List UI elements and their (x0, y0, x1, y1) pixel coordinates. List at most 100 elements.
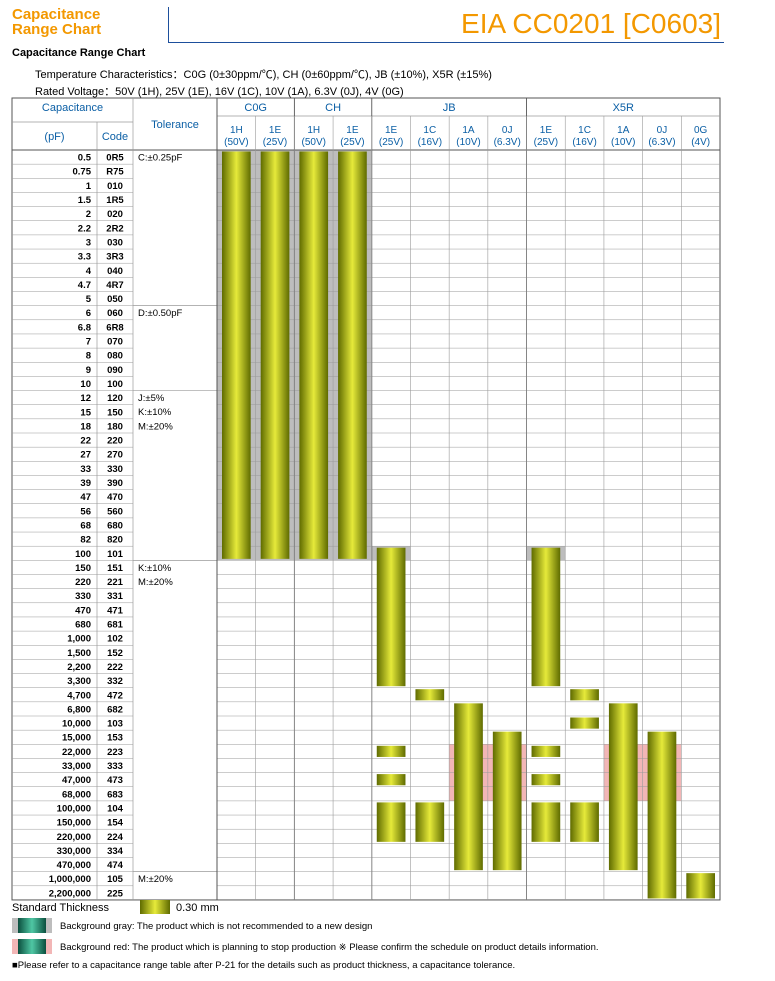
row-pf: 27 (80, 450, 91, 461)
row-pf: 4.7 (78, 280, 91, 291)
row-code: 070 (107, 337, 123, 348)
row-code: 050 (107, 294, 123, 305)
row-code: 223 (107, 747, 123, 758)
row-pf: 68 (80, 520, 91, 531)
row-pf: 1,000,000 (49, 874, 91, 885)
capacitance-bar (570, 717, 599, 729)
row-code: 220 (107, 436, 123, 447)
row-pf: 10 (80, 379, 91, 390)
column-code-header: 1E (346, 125, 359, 136)
column-voltage-header: (6.3V) (648, 137, 675, 148)
row-pf: 12 (80, 393, 91, 404)
legend-red-swatch-bar (18, 939, 46, 954)
row-code: 120 (107, 393, 123, 404)
column-code-header: 0G (694, 125, 708, 136)
row-code: 682 (107, 704, 123, 715)
row-pf: 56 (80, 506, 91, 517)
tolerance-text: C:±0.25pF (138, 153, 182, 164)
row-code: 103 (107, 719, 123, 730)
capacitance-bar (686, 873, 715, 899)
row-code: 1R5 (106, 195, 124, 206)
row-pf: 4,700 (67, 690, 91, 701)
column-code-header: 1E (269, 125, 282, 136)
row-code: 020 (107, 209, 123, 220)
group-header: CH (325, 102, 341, 114)
column-code-header: 1E (385, 125, 398, 136)
row-pf: 5 (86, 294, 92, 305)
row-code: 681 (107, 620, 124, 631)
column-voltage-header: (6.3V) (494, 137, 521, 148)
column-code-header: 1A (462, 125, 475, 136)
row-code: 2R2 (106, 223, 123, 234)
row-pf: 15 (80, 407, 91, 418)
row-code: 152 (107, 648, 123, 659)
row-code: 683 (107, 789, 123, 800)
row-code: 040 (107, 266, 123, 277)
capacitance-bar (570, 689, 599, 701)
column-voltage-header: (25V) (379, 137, 403, 148)
capacitance-bar (531, 802, 561, 842)
capacitance-bar (531, 774, 561, 786)
row-pf: 3,300 (67, 676, 91, 687)
capacitance-bar (376, 774, 406, 786)
section-title: Capacitance Range Chart (12, 7, 101, 37)
row-pf: 22,000 (62, 747, 91, 758)
row-pf: 1.5 (78, 195, 92, 206)
row-pf: 470 (75, 605, 91, 616)
row-code: 104 (107, 803, 124, 814)
column-code-header: 1E (540, 125, 553, 136)
row-pf: 6,800 (67, 704, 91, 715)
row-code: 3R3 (106, 252, 123, 263)
column-code-header: 1C (578, 125, 591, 136)
pf-header: (pF) (44, 131, 64, 143)
row-code: 150 (107, 407, 123, 418)
row-code: 010 (107, 181, 123, 192)
row-pf: 2.2 (78, 223, 91, 234)
section-title-line1: Capacitance (12, 6, 101, 23)
column-voltage-header: (25V) (534, 137, 558, 148)
column-voltage-header: (50V) (224, 137, 248, 148)
column-code-header: 1C (423, 125, 436, 136)
row-code: 224 (107, 832, 124, 843)
capacitance-bar (260, 151, 290, 559)
row-pf: 2,200 (67, 662, 91, 673)
row-pf: 3 (86, 237, 91, 248)
header-divider-vertical (168, 7, 169, 43)
row-code: 0R5 (106, 153, 124, 164)
row-code: 102 (107, 634, 123, 645)
tolerance-text: D:±0.50pF (138, 308, 182, 319)
row-code: 060 (107, 308, 123, 319)
capacitance-bar (647, 731, 677, 899)
column-voltage-header: (16V) (572, 137, 596, 148)
column-code-header: 1A (617, 125, 630, 136)
capacitance-bar (531, 547, 561, 687)
tolerance-text: M:±20% (138, 577, 173, 588)
capacitance-bar (415, 802, 445, 842)
capacitance-bar (376, 802, 406, 842)
column-voltage-header: (10V) (456, 137, 480, 148)
capacitance-bar (454, 703, 483, 871)
row-code: 080 (107, 351, 123, 362)
row-pf: 150 (75, 563, 91, 574)
table-frame (11, 97, 721, 901)
row-code: 105 (107, 874, 124, 885)
row-pf: 33 (80, 464, 91, 475)
group-header: X5R (613, 102, 634, 114)
row-pf: 10,000 (62, 719, 91, 730)
row-code: 472 (107, 690, 123, 701)
row-pf: 100,000 (57, 803, 91, 814)
row-pf: 330 (75, 591, 91, 602)
capacitance-bar (570, 802, 599, 842)
row-pf: 4 (86, 266, 92, 277)
row-pf: 330,000 (57, 846, 91, 857)
capacitance-header: Capacitance (42, 102, 103, 114)
row-code: 100 (107, 379, 123, 390)
capacitance-bar (531, 745, 561, 757)
row-pf: 47,000 (62, 775, 91, 786)
capacitance-bar (608, 703, 638, 871)
tolerance-text: J:±5% (138, 393, 165, 404)
row-code: 101 (107, 549, 124, 560)
row-code: 331 (107, 591, 124, 602)
row-pf: 47 (80, 492, 91, 503)
